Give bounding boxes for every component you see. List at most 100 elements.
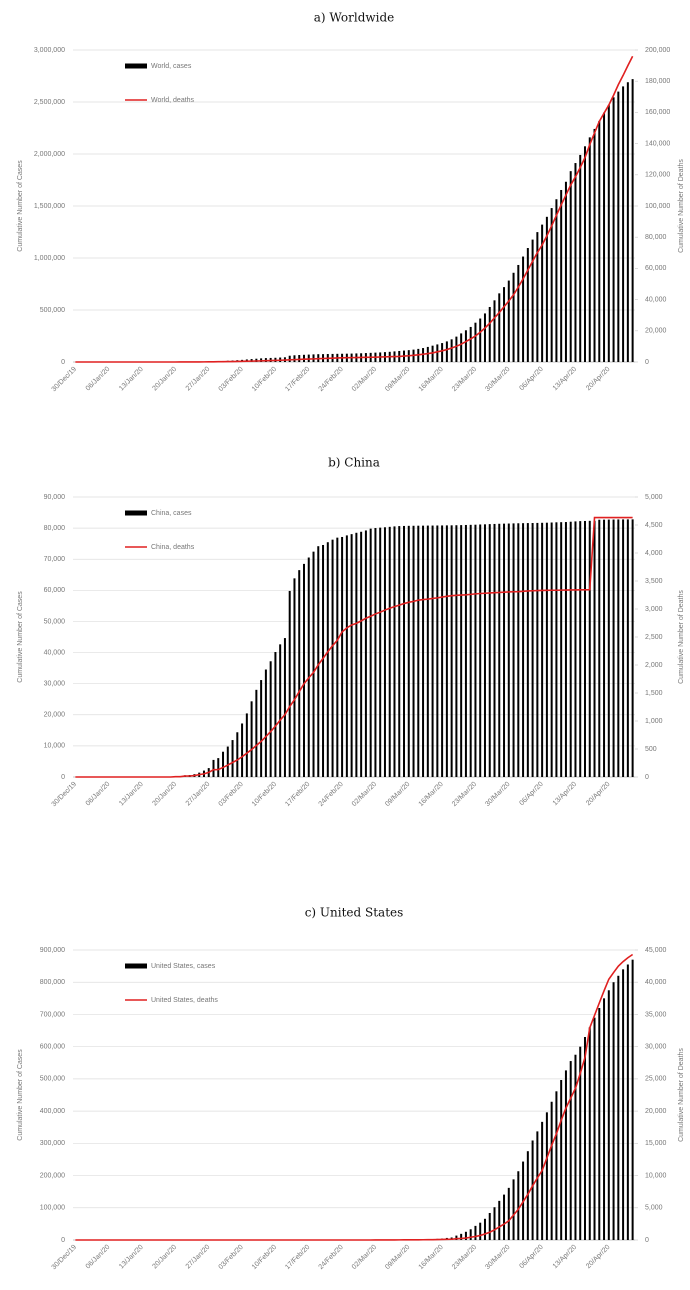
y2-tick-label: 5,000	[645, 1205, 663, 1212]
x-tick-label: 03/Feb/20	[218, 366, 245, 393]
bar	[212, 759, 215, 777]
x-tick-label: 06/Jan/20	[85, 1244, 112, 1271]
x-tick-label: 17/Feb/20	[284, 1244, 311, 1271]
x-tick-label: 16/Mar/20	[418, 781, 445, 808]
bar	[317, 546, 320, 777]
bar	[607, 519, 610, 777]
x-tick-label: 06/Jan/20	[85, 366, 112, 393]
x-tick-label: 10/Feb/20	[251, 781, 278, 808]
bar	[479, 1222, 482, 1240]
bar	[574, 1054, 577, 1240]
x-tick-label: 03/Feb/20	[218, 781, 245, 808]
y2-tick-label: 30,000	[645, 1044, 667, 1051]
y2-tick-label: 3,500	[645, 578, 663, 585]
bar	[560, 522, 563, 777]
bar	[398, 526, 401, 777]
bar	[536, 522, 539, 777]
y2-tick-label: 160,000	[645, 109, 670, 116]
bar	[255, 689, 258, 777]
bar	[302, 354, 305, 362]
bar	[464, 524, 467, 777]
bar	[279, 644, 282, 777]
bar	[474, 322, 477, 362]
y-tick-label: 800,000	[40, 979, 65, 986]
bar	[498, 1200, 501, 1240]
bar	[545, 216, 548, 362]
bar	[488, 306, 491, 362]
bar	[541, 224, 544, 362]
bar	[241, 723, 244, 777]
bar	[536, 232, 539, 362]
y2-tick-label: 180,000	[645, 78, 670, 85]
bar	[498, 293, 501, 362]
panel: a) Worldwide 0 500,000 1,000,000 1,500,000 2,…	[17, 11, 685, 394]
x-tick-label: 13/Apr/20	[552, 1244, 578, 1270]
bar	[331, 539, 334, 777]
bar	[531, 523, 534, 777]
line	[75, 55, 634, 363]
bar	[617, 91, 620, 362]
bar	[236, 732, 239, 777]
bar	[545, 1112, 548, 1240]
bar	[569, 1061, 572, 1240]
bar	[288, 590, 291, 777]
bar	[626, 82, 629, 363]
x-tick-label: 24/Feb/20	[318, 366, 345, 393]
bar	[379, 527, 382, 777]
bar	[579, 154, 582, 362]
legend-label: World, deaths	[151, 97, 195, 104]
y-tick-label: 0	[61, 359, 65, 366]
bar	[479, 524, 482, 777]
bar	[588, 137, 591, 362]
bar	[431, 525, 434, 777]
y2-tick-label: 15,000	[645, 1140, 667, 1147]
y-tick-label: 900,000	[40, 947, 65, 954]
bar	[612, 519, 615, 777]
x-tick-label: 06/Apr/20	[518, 1244, 544, 1270]
bar	[603, 112, 606, 362]
bar	[341, 536, 344, 777]
x-tick-label: 13/Jan/20	[118, 1244, 145, 1271]
x-tick-label: 10/Feb/20	[251, 366, 278, 393]
bar	[469, 326, 472, 362]
bar	[626, 964, 629, 1240]
bar	[583, 146, 586, 362]
y-axis-title: Cumulative Number of Cases	[17, 591, 24, 683]
x-tick-label: 30/Mar/20	[484, 781, 511, 808]
bar	[350, 534, 353, 777]
bar	[393, 526, 396, 777]
bar	[498, 523, 501, 777]
y-tick-label: 10,000	[44, 743, 66, 750]
bar	[307, 557, 310, 777]
bar	[564, 1070, 567, 1240]
bar	[483, 1218, 486, 1240]
legend-label: China, cases	[151, 510, 192, 517]
bar	[583, 1037, 586, 1240]
y-axis-title: Cumulative Number of Cases	[17, 160, 24, 252]
panel: b) China 0 10,000 20,000 30,000 40,000 50,000 6…	[17, 456, 685, 809]
x-tick-label: 24/Feb/20	[318, 781, 345, 808]
bar	[631, 519, 634, 777]
bar	[474, 1225, 477, 1240]
bar	[560, 1080, 563, 1240]
x-tick-label: 06/Apr/20	[518, 366, 544, 392]
bar	[226, 746, 229, 777]
y-tick-label: 20,000	[44, 712, 66, 719]
legend-swatch	[125, 963, 147, 969]
x-tick-label: 13/Apr/20	[552, 781, 578, 807]
bar	[617, 975, 620, 1240]
bar	[550, 522, 553, 777]
y2-tick-label: 20,000	[645, 328, 667, 335]
x-tick-label: 27/Jan/20	[185, 1244, 212, 1271]
y2-tick-label: 80,000	[645, 234, 667, 241]
bar	[622, 969, 625, 1240]
bar	[369, 528, 372, 777]
bar	[469, 524, 472, 777]
bar	[541, 522, 544, 777]
bar	[588, 520, 591, 777]
bar	[517, 523, 520, 777]
bar	[517, 264, 520, 362]
x-tick-label: 20/Jan/20	[151, 781, 178, 808]
